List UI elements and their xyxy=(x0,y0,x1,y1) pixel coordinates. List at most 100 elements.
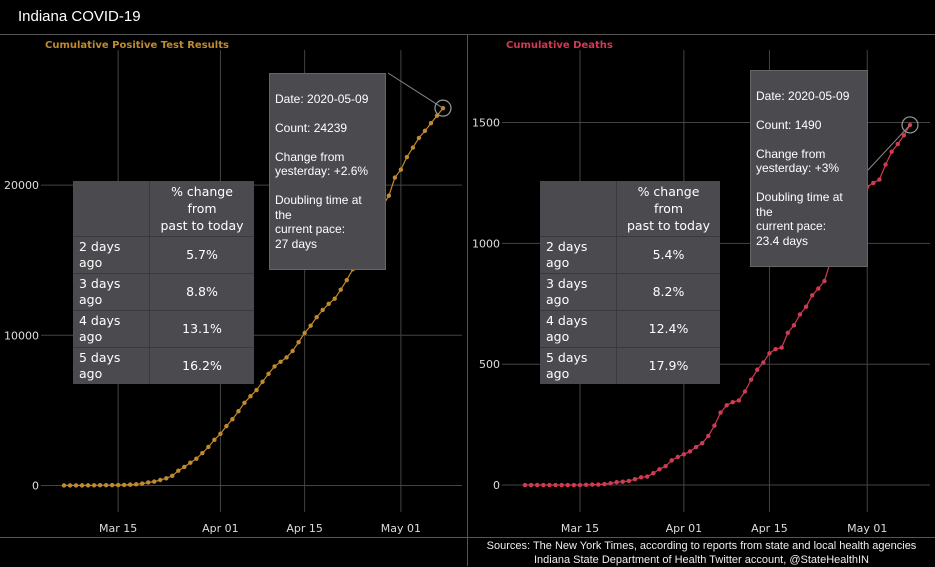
cases-data-point xyxy=(254,387,259,393)
deaths-data-point xyxy=(724,403,729,408)
cases-data-point xyxy=(218,431,223,437)
deaths-data-point xyxy=(681,452,687,457)
cases-data-point xyxy=(386,193,392,198)
deaths-data-point xyxy=(767,351,772,356)
sources-line-1: Sources: The New York Times, according t… xyxy=(486,540,917,552)
deaths-data-point xyxy=(712,423,717,428)
deaths-data-point xyxy=(755,367,760,372)
deaths-data-point xyxy=(785,330,790,335)
cases-data-point xyxy=(290,348,295,354)
cases-data-point xyxy=(67,483,73,488)
cases-data-point xyxy=(146,480,151,485)
cases-tooltip-connector xyxy=(387,72,444,109)
cases-data-point xyxy=(428,120,434,126)
deaths-data-point xyxy=(669,458,674,463)
cases-data-point xyxy=(176,468,181,473)
cases-data-point xyxy=(266,371,271,377)
deaths-data-point xyxy=(590,482,595,487)
deaths-data-point xyxy=(626,478,632,484)
deaths-y-tick-label: 1500 xyxy=(472,117,500,130)
deaths-x-tick-label: Mar 15 xyxy=(561,522,599,535)
row-label: 5 days ago xyxy=(540,347,617,384)
row-value: 12.4% xyxy=(616,310,720,348)
cases-data-point xyxy=(332,296,337,301)
deaths-data-point xyxy=(663,463,668,469)
deaths-data-point xyxy=(791,323,797,328)
cases-y-tick-label: 10000 xyxy=(4,329,39,342)
deaths-data-point xyxy=(693,444,699,450)
deaths-data-point xyxy=(522,482,528,488)
deaths-data-point xyxy=(565,482,570,488)
deaths-data-point xyxy=(773,347,778,352)
cases-data-point xyxy=(230,417,235,422)
row-value: 8.2% xyxy=(616,273,720,311)
cases-tooltip-doubling: Doubling time at the current pace: 27 da… xyxy=(275,193,362,251)
app-title: Indiana COVID-19 xyxy=(18,8,141,25)
deaths-data-point xyxy=(742,389,748,394)
cases-data-point xyxy=(272,364,277,369)
deaths-data-point xyxy=(779,345,784,350)
cases-data-point xyxy=(410,145,416,150)
cases-tooltip-change: Change from yesterday: +2.6% xyxy=(275,149,369,179)
row-value: 8.8% xyxy=(149,273,254,311)
deaths-data-point xyxy=(535,482,540,488)
cases-data-point xyxy=(278,359,283,365)
deaths-data-point xyxy=(810,293,815,298)
cases-data-point xyxy=(392,175,398,180)
table-row: 4 days ago 13.1% xyxy=(73,310,254,348)
cases-data-point xyxy=(152,479,157,484)
cases-data-point xyxy=(422,128,428,134)
cases-data-point xyxy=(344,277,349,283)
cases-data-point xyxy=(296,339,301,345)
deaths-highlight-ring[interactable] xyxy=(901,116,919,134)
row-label: 5 days ago xyxy=(73,347,150,384)
row-label: 3 days ago xyxy=(73,273,150,311)
cases-data-point xyxy=(158,477,163,483)
cases-data-point xyxy=(302,330,307,336)
cases-y-tick-label: 0 xyxy=(32,479,39,492)
deaths-tooltip-date: Date: 2020-05-09 xyxy=(756,88,850,103)
deaths-data-point xyxy=(577,482,583,488)
cases-data-point xyxy=(91,483,97,488)
deaths-data-point xyxy=(883,162,888,167)
cases-data-point xyxy=(73,483,79,488)
row-label: 4 days ago xyxy=(540,310,617,348)
cases-y-tick-label: 20000 xyxy=(4,179,39,192)
row-value: 13.1% xyxy=(149,310,254,348)
deaths-data-point xyxy=(706,433,711,439)
cases-x-tick-label: May 01 xyxy=(381,522,421,535)
deaths-data-point xyxy=(541,482,546,488)
deaths-table-corner xyxy=(540,181,617,237)
deaths-data-point xyxy=(638,475,644,480)
deaths-data-point xyxy=(822,278,827,284)
deaths-data-point xyxy=(614,479,619,485)
cases-data-point xyxy=(194,456,199,461)
cases-data-point xyxy=(404,154,410,160)
cases-data-point xyxy=(79,483,85,488)
cases-data-point xyxy=(236,409,241,414)
deaths-data-point xyxy=(901,133,907,138)
deaths-data-point xyxy=(803,304,809,309)
cases-panel-title: Cumulative Positive Test Results xyxy=(45,40,229,51)
cases-data-point xyxy=(338,287,343,292)
deaths-x-tick-label: Apr 01 xyxy=(666,522,703,535)
footer-divider xyxy=(0,537,935,538)
cases-data-point xyxy=(133,482,139,487)
deaths-data-point xyxy=(871,180,876,186)
deaths-data-point xyxy=(596,482,601,487)
cases-data-point xyxy=(212,437,217,443)
sources-line-2: Indiana State Department of Health Twitt… xyxy=(533,554,870,566)
deaths-data-point xyxy=(748,377,754,382)
deaths-data-point xyxy=(553,482,558,488)
cases-x-tick-label: Apr 01 xyxy=(202,522,239,535)
table-row: 3 days ago 8.2% xyxy=(540,273,720,311)
deaths-tooltip-change: Change from yesterday: +3% xyxy=(756,146,840,176)
deaths-data-point xyxy=(816,286,821,291)
deaths-data-point xyxy=(632,477,638,482)
cases-highlight-ring[interactable] xyxy=(434,99,452,117)
cases-data-point xyxy=(206,444,211,450)
deaths-data-point xyxy=(730,399,735,405)
cases-data-point xyxy=(121,482,127,488)
deaths-tooltip-count: Count: 1490 xyxy=(756,117,822,132)
row-label: 3 days ago xyxy=(540,273,617,311)
